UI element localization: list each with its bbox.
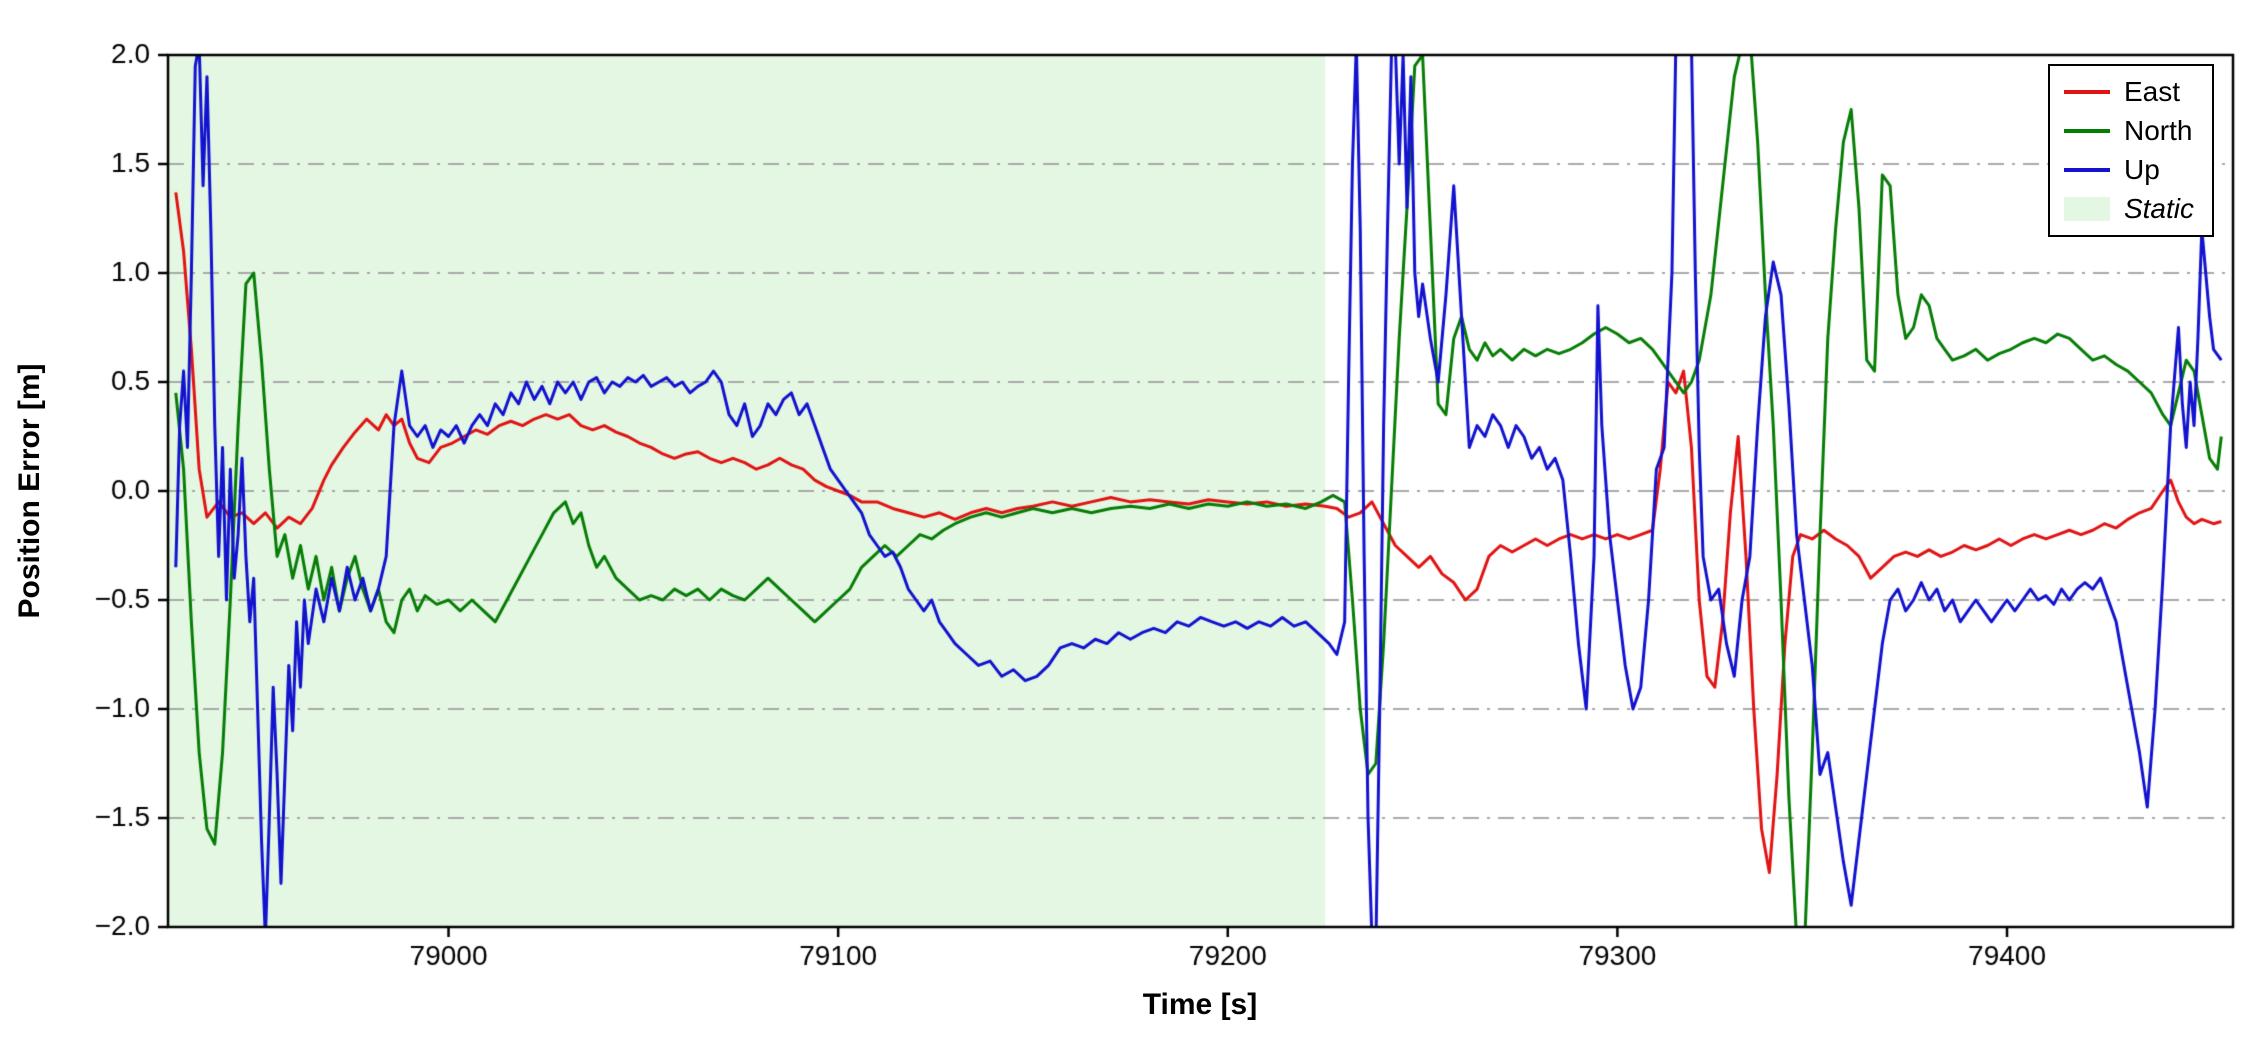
x-axis-label: Time [s] bbox=[1142, 988, 1258, 1021]
legend-entry-up: Up bbox=[2063, 154, 2194, 186]
east-line-swatch bbox=[2063, 90, 2110, 94]
legend-label-east: East bbox=[2123, 76, 2180, 107]
legend-label-up: Up bbox=[2123, 154, 2160, 185]
legend-label-static: Static bbox=[2123, 193, 2194, 224]
legend-entry-north: North bbox=[2063, 115, 2194, 147]
y-axis-label: Position Error [m] bbox=[13, 363, 46, 619]
static-patch-swatch bbox=[2063, 197, 2110, 221]
legend-entry-static: Static bbox=[2063, 193, 2194, 225]
legend-entry-east: East bbox=[2063, 76, 2194, 108]
north-line-swatch bbox=[2063, 129, 2110, 133]
up-line-swatch bbox=[2063, 168, 2110, 172]
legend-label-north: North bbox=[2123, 115, 2193, 146]
legend: East North Up Static bbox=[2047, 64, 2214, 237]
